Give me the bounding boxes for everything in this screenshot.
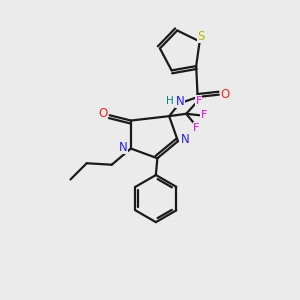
Text: F: F	[201, 110, 207, 120]
Text: O: O	[221, 88, 230, 101]
Text: N: N	[176, 94, 184, 108]
Text: F: F	[193, 123, 200, 133]
Text: N: N	[181, 133, 190, 146]
Text: O: O	[99, 107, 108, 120]
Text: H: H	[166, 96, 174, 106]
Text: N: N	[119, 141, 128, 154]
Text: S: S	[197, 30, 205, 43]
Text: F: F	[195, 95, 202, 106]
